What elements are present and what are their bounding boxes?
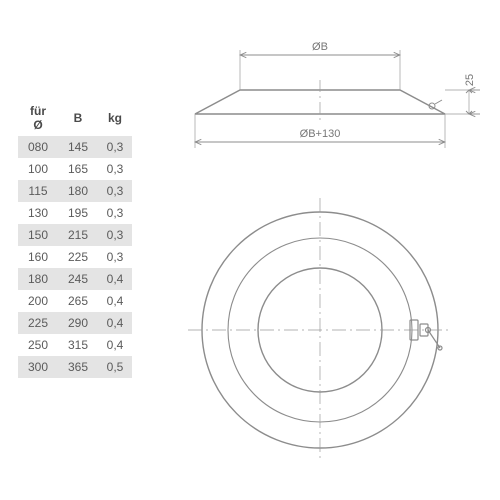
cell-kg: 0,4 — [98, 290, 132, 312]
table-row: 2503150,4 — [18, 334, 132, 356]
col-header-kg: kg — [98, 100, 132, 136]
table-row: 0801450,3 — [18, 136, 132, 158]
cell-b: 195 — [58, 202, 98, 224]
table-row: 1602250,3 — [18, 246, 132, 268]
cell-b: 180 — [58, 180, 98, 202]
cell-kg: 0,3 — [98, 136, 132, 158]
technical-drawing: ØB ØB+130 25 — [180, 20, 480, 480]
cell-kg: 0,3 — [98, 180, 132, 202]
cell-d: 130 — [18, 202, 58, 224]
dim-label-diameter-b: ØB — [312, 41, 328, 53]
cell-d: 200 — [18, 290, 58, 312]
dim-label-outer-diameter: ØB+130 — [300, 128, 341, 140]
table-row: 3003650,5 — [18, 356, 132, 378]
plan-top-view — [188, 198, 452, 462]
cell-d: 250 — [18, 334, 58, 356]
cell-d: 180 — [18, 268, 58, 290]
table-row: 2002650,4 — [18, 290, 132, 312]
cell-kg: 0,3 — [98, 158, 132, 180]
cell-b: 290 — [58, 312, 98, 334]
table-row: 1001650,3 — [18, 158, 132, 180]
cell-b: 315 — [58, 334, 98, 356]
table-row: 2252900,4 — [18, 312, 132, 334]
cell-b: 265 — [58, 290, 98, 312]
cell-d: 160 — [18, 246, 58, 268]
cell-b: 145 — [58, 136, 98, 158]
cell-kg: 0,4 — [98, 334, 132, 356]
cell-d: 300 — [18, 356, 58, 378]
cell-d: 080 — [18, 136, 58, 158]
table-row: 1301950,3 — [18, 202, 132, 224]
table-row: 1151800,3 — [18, 180, 132, 202]
cell-b: 225 — [58, 246, 98, 268]
table-row: 1802450,4 — [18, 268, 132, 290]
cell-d: 115 — [18, 180, 58, 202]
cell-kg: 0,4 — [98, 312, 132, 334]
table-row: 1502150,3 — [18, 224, 132, 246]
cell-d: 100 — [18, 158, 58, 180]
cell-kg: 0,3 — [98, 224, 132, 246]
side-elevation-view: ØB ØB+130 25 — [195, 41, 480, 148]
cell-b: 165 — [58, 158, 98, 180]
cell-b: 365 — [58, 356, 98, 378]
cell-kg: 0,4 — [98, 268, 132, 290]
cell-b: 215 — [58, 224, 98, 246]
col-header-b: B — [58, 100, 98, 136]
cell-kg: 0,3 — [98, 202, 132, 224]
dim-label-height: 25 — [464, 74, 476, 86]
cell-kg: 0,5 — [98, 356, 132, 378]
dimensions-table: für Ø B kg 0801450,31001650,31151800,313… — [18, 100, 132, 378]
cell-d: 150 — [18, 224, 58, 246]
cell-b: 245 — [58, 268, 98, 290]
col-header-diameter: für Ø — [18, 100, 58, 136]
cell-d: 225 — [18, 312, 58, 334]
cell-kg: 0,3 — [98, 246, 132, 268]
